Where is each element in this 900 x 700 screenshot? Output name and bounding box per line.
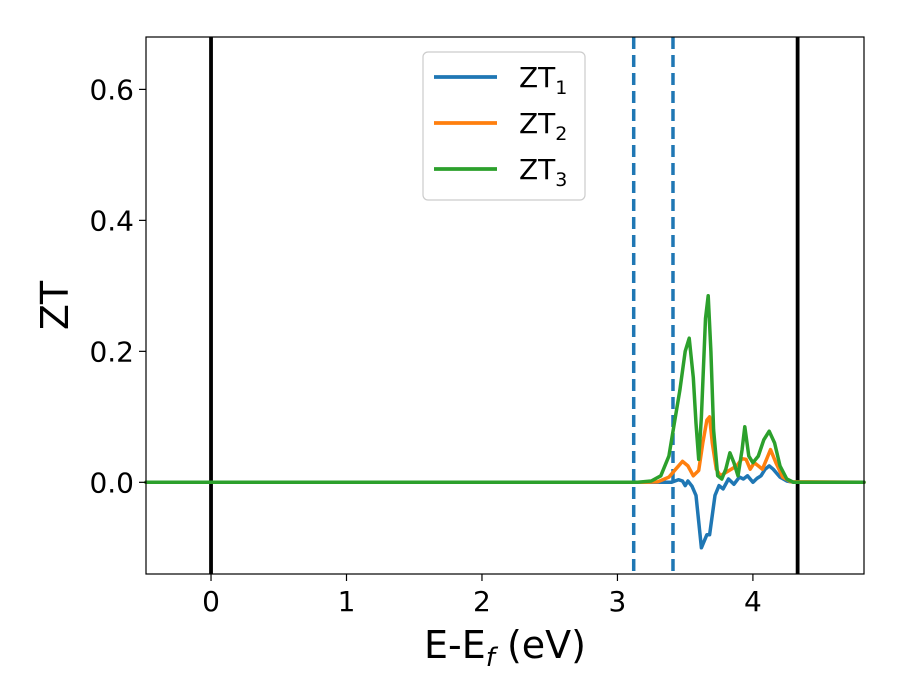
legend-label-base: ZT: [519, 61, 556, 94]
x-tick-label: 0: [202, 585, 220, 618]
series-lines: [144, 293, 866, 550]
legend-label-sub: 1: [555, 77, 567, 99]
y-tick-label: 0.6: [89, 73, 134, 106]
x-tick-label: 2: [473, 585, 491, 618]
y-axis-label: ZT: [33, 280, 77, 330]
x-tick-label: 4: [744, 585, 762, 618]
x-axis-label-base: E-E: [424, 623, 486, 667]
legend-label-base: ZT: [519, 153, 556, 186]
legend-label-sub: 2: [555, 123, 567, 145]
vertical-lines: [209, 37, 800, 574]
x-tick-label: 1: [338, 585, 356, 618]
legend-label-sub: 3: [555, 169, 567, 191]
x-axis-label: E-Ef (eV): [424, 623, 586, 673]
x-tick-label: 3: [609, 585, 627, 618]
y-tick-label: 0.2: [89, 335, 134, 368]
y-tick-label: 0.4: [89, 204, 134, 237]
x-axis-label-suffix: (eV): [495, 623, 586, 667]
series-line-zt1: [144, 464, 866, 550]
y-axis-ticks: 0.0 0.2 0.4 0.6: [89, 73, 146, 499]
legend-label-base: ZT: [519, 107, 556, 140]
plot-frame: [145, 36, 865, 575]
legend-frame: [422, 51, 586, 201]
legend-label-zt3: ZT3: [519, 153, 567, 191]
series-line-zt3: [144, 293, 866, 485]
legend-label-zt2: ZT2: [519, 107, 567, 145]
legend-label-zt1: ZT1: [519, 61, 567, 99]
y-tick-label: 0.0: [89, 466, 134, 499]
x-axis-ticks: 0 1 2 3 4: [202, 574, 762, 618]
